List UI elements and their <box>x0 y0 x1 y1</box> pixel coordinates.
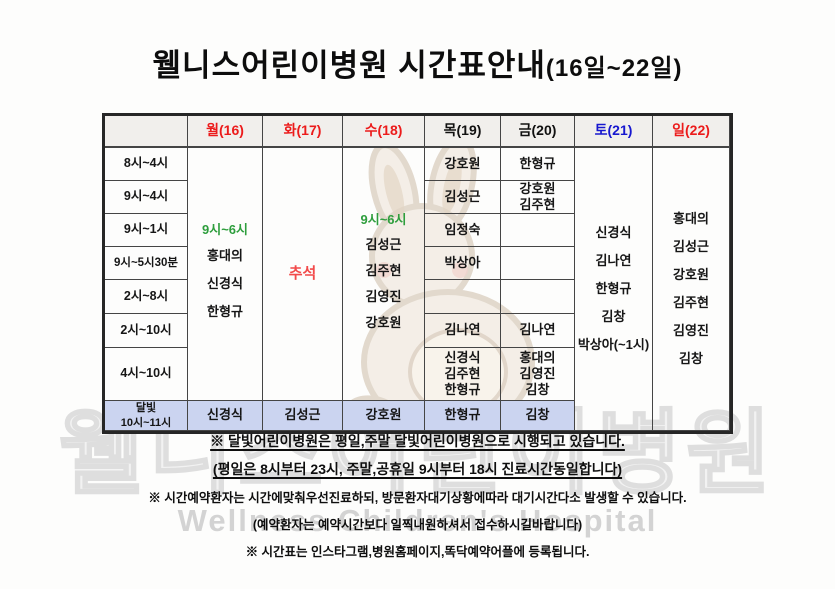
cell-fri-0: 한형규 <box>501 148 575 181</box>
header-cell-mon: 월(16) <box>188 116 263 148</box>
sun-doctor-names: 홍대의 김성근 강호원 김주현 김영진 김창 <box>673 211 709 366</box>
cell-tue-merged: 추석 <box>263 148 343 401</box>
time-slot-0: 8시~4시 <box>105 148 188 181</box>
header-cell-sat: 토(21) <box>575 116 653 148</box>
header-cell-time <box>105 116 188 148</box>
mon-doctor-names: 홍대의 신경식 한형규 <box>207 248 243 320</box>
time-slot-moonlight: 달빛 10시~11시 <box>105 401 188 431</box>
note-moonlight-hours: (평일은 8시부터 23시, 주말,공휴일 9시부터 18시 진료시간동일합니다… <box>212 461 623 477</box>
moonlight-cell-wed: 강호원 <box>343 401 425 431</box>
cell-fri-3 <box>501 247 575 280</box>
moonlight-cell-fri: 김창 <box>501 401 575 431</box>
cell-thu-0: 강호원 <box>425 148 501 181</box>
cell-fri-5: 김나연 <box>501 314 575 348</box>
time-slot-6: 4시~10시 <box>105 348 188 401</box>
cell-thu-6: 신경식 김주현 한형규 <box>425 348 501 401</box>
wed-doctor-names: 김성근 김주현 김영진 강호원 <box>365 237 402 331</box>
cell-mon-merged: 9시~6시 홍대의 신경식 한형규 <box>188 148 263 401</box>
note-moonlight-info: ※ 달빛어린이병원은 평일,주말 달빛어린이병원으로 시행되고 있습니다. <box>210 433 625 449</box>
cell-fri-2 <box>501 214 575 247</box>
note-reservation-priority: ※ 시간예약환자는 시간에맞춰우선진료하되, 방문환자대기상황에따라 대기시간다… <box>148 491 687 505</box>
note-early-arrival: (예약환자는 예약시간보다 일찍내원하셔서 접수하시길바랍니다) <box>252 518 583 532</box>
header-cell-wed: 수(18) <box>343 116 425 148</box>
footer-notes: ※ 달빛어린이병원은 평일,주말 달빛어린이병원으로 시행되고 있습니다. (평… <box>0 431 835 560</box>
header-cell-sun: 일(22) <box>653 116 730 148</box>
page-title-main: 웰니스어린이병원 시간표안내 <box>152 48 546 83</box>
cell-thu-3: 박상아 <box>425 247 501 280</box>
cell-thu-5: 김나연 <box>425 314 501 348</box>
page-title: 웰니스어린이병원 시간표안내(16일~22일) <box>0 40 835 85</box>
page-title-date-range: (16일~22일) <box>545 55 683 82</box>
time-slot-2: 9시~1시 <box>105 214 188 247</box>
cell-thu-4 <box>425 280 501 314</box>
cell-wed-merged: 9시~6시 김성근 김주현 김영진 강호원 <box>343 148 425 401</box>
cell-fri-4 <box>501 280 575 314</box>
note-timetable-channels: ※ 시간표는 인스타그램,병원홈페이지,똑닥예약어플에 등록됩니다. <box>245 545 590 559</box>
moonlight-cell-tue: 김성근 <box>263 401 343 431</box>
cell-thu-2: 임정숙 <box>425 214 501 247</box>
time-slot-3: 9시~5시30분 <box>105 247 188 280</box>
header-cell-thu: 목(19) <box>425 116 501 148</box>
schedule-table: 월(16) 화(17) 수(18) 목(19) 금(20) 토(21) 일(22… <box>102 113 733 434</box>
time-slot-1: 9시~4시 <box>105 181 188 214</box>
moonlight-cell-thu: 한형규 <box>425 401 501 431</box>
sat-doctor-names: 신경식 김나연 한형규 김창 박상아(~1시) <box>577 225 650 352</box>
cell-sat-merged: 신경식 김나연 한형규 김창 박상아(~1시) <box>575 148 653 431</box>
wed-hours: 9시~6시 <box>360 211 407 227</box>
time-slot-4: 2시~8시 <box>105 280 188 314</box>
cell-thu-1: 김성근 <box>425 181 501 214</box>
cell-sun-merged: 홍대의 김성근 강호원 김주현 김영진 김창 <box>653 148 730 431</box>
cell-fri-1: 강호원 김주현 <box>501 181 575 214</box>
header-cell-fri: 금(20) <box>501 116 575 148</box>
time-slot-5: 2시~10시 <box>105 314 188 348</box>
cell-fri-6: 홍대의 김영진 김창 <box>501 348 575 401</box>
moonlight-cell-mon: 신경식 <box>188 401 263 431</box>
header-cell-tue: 화(17) <box>263 116 343 148</box>
tue-holiday-label: 추석 <box>288 264 317 282</box>
mon-hours: 9시~6시 <box>202 221 248 237</box>
